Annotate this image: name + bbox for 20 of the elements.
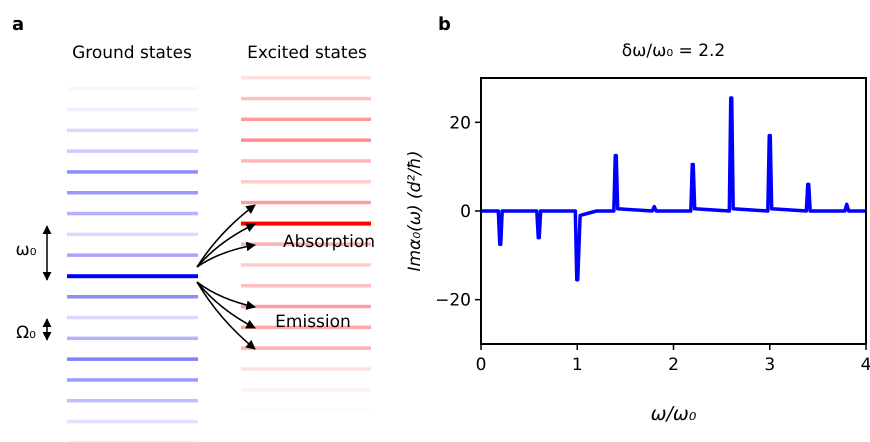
x-tick-label: 3 bbox=[764, 355, 776, 375]
text: ω₀ bbox=[15, 240, 37, 260]
line-series bbox=[481, 96, 866, 282]
text: Excited states bbox=[247, 43, 368, 63]
chart-title: δω/ω₀ = 2.2 bbox=[622, 41, 726, 61]
y-axis-title: Imα₀(ω) (d²/ħ) bbox=[405, 150, 425, 272]
text: Absorption bbox=[282, 232, 376, 252]
x-tick-label: 0 bbox=[476, 355, 486, 375]
text: Ω₀ bbox=[16, 323, 36, 343]
text: Ground states bbox=[72, 43, 192, 63]
text: b bbox=[438, 14, 451, 35]
text: Emission bbox=[275, 312, 351, 332]
y-tick-label: 0 bbox=[460, 202, 471, 222]
x-tick-label: 4 bbox=[860, 355, 870, 375]
y-tick-label: 20 bbox=[449, 113, 471, 134]
x-tick-label: 1 bbox=[572, 355, 583, 375]
x-axis-title: ω/ω₀ bbox=[650, 403, 697, 425]
text: a bbox=[12, 14, 24, 35]
y-tick-label: −20 bbox=[435, 290, 471, 311]
x-tick-label: 2 bbox=[668, 355, 679, 375]
